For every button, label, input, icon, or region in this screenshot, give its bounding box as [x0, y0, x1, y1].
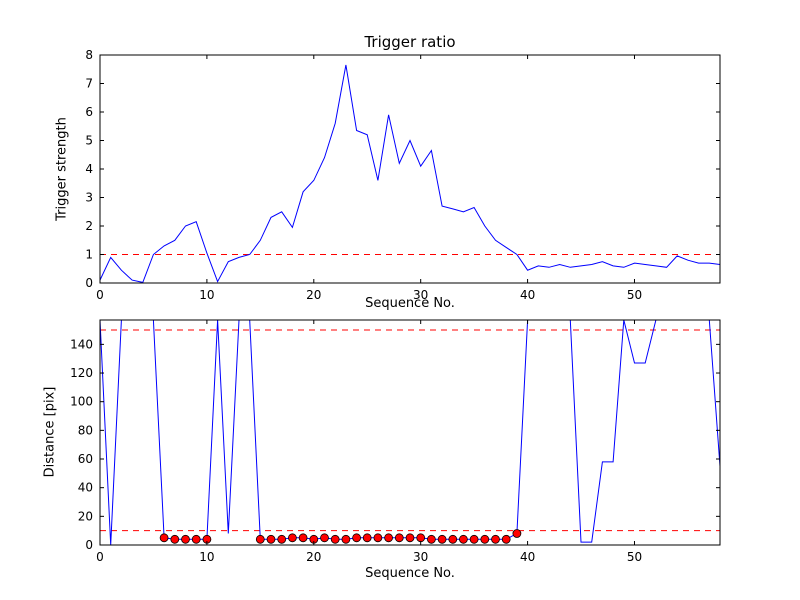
axes-frame [99, 319, 721, 546]
data-marker [181, 534, 190, 544]
x-tick-label: 0 [96, 288, 104, 302]
x-tick-label: 50 [627, 550, 642, 564]
top-chart-ylabel: Trigger strength [54, 117, 70, 221]
y-tick-label: 40 [78, 481, 93, 495]
y-tick-label: 1 [85, 248, 93, 262]
data-marker [277, 534, 287, 544]
y-tick-label: 2 [85, 219, 93, 233]
data-marker [159, 533, 169, 543]
data-marker [362, 533, 372, 543]
data-marker [298, 533, 308, 543]
x-tick-label: 10 [199, 288, 214, 302]
y-tick-label: 3 [85, 191, 93, 205]
y-tick-label: 4 [85, 162, 93, 176]
top-chart-xlabel: Sequence No. [365, 296, 455, 311]
y-tick-label: 20 [78, 509, 93, 523]
x-tick-label: 30 [413, 550, 428, 564]
data-marker [501, 534, 511, 544]
data-marker [426, 534, 436, 544]
data-marker [480, 534, 490, 544]
top-chart-title: Trigger ratio [364, 33, 456, 51]
data-marker [373, 533, 383, 543]
data-line [99, 319, 721, 546]
x-tick-label: 0 [96, 550, 104, 564]
bottom-chart-xlabel: Sequence No. [365, 566, 455, 581]
x-tick-label: 40 [520, 288, 535, 302]
data-marker [458, 534, 468, 544]
x-tick-label: 20 [306, 550, 321, 564]
data-marker [352, 533, 362, 543]
data-marker [405, 533, 415, 543]
data-marker [170, 534, 180, 544]
data-marker [341, 534, 351, 544]
data-marker [287, 533, 297, 543]
data-marker [491, 534, 500, 544]
y-tick-label: 0 [85, 538, 93, 552]
y-tick-label: 80 [78, 423, 93, 437]
x-tick-label: 30 [413, 288, 428, 302]
x-tick-label: 20 [306, 288, 321, 302]
data-marker [255, 534, 265, 544]
x-tick-label: 40 [520, 550, 535, 564]
y-tick-label: 100 [70, 395, 93, 409]
y-tick-label: 0 [85, 276, 93, 290]
data-marker [330, 534, 340, 544]
x-tick-label: 50 [627, 288, 642, 302]
y-tick-label: 60 [78, 452, 93, 466]
x-tick-label: 10 [199, 550, 214, 564]
bottom-chart-ylabel: Distance [pix] [42, 386, 58, 478]
y-tick-label: 120 [70, 366, 93, 380]
y-tick-label: 7 [85, 77, 93, 91]
axes-frame [99, 54, 721, 284]
data-marker [394, 533, 404, 543]
data-marker [512, 529, 522, 538]
data-line [99, 64, 721, 283]
data-marker [191, 534, 201, 544]
y-tick-label: 140 [70, 337, 93, 351]
data-marker [469, 534, 479, 544]
data-marker [437, 534, 447, 544]
data-marker [320, 533, 329, 543]
data-marker [384, 533, 394, 543]
y-tick-label: 8 [85, 48, 93, 62]
y-tick-label: 6 [85, 105, 93, 119]
data-marker [266, 534, 276, 544]
data-marker [416, 533, 426, 543]
data-marker [448, 534, 458, 544]
y-tick-label: 5 [85, 134, 93, 148]
